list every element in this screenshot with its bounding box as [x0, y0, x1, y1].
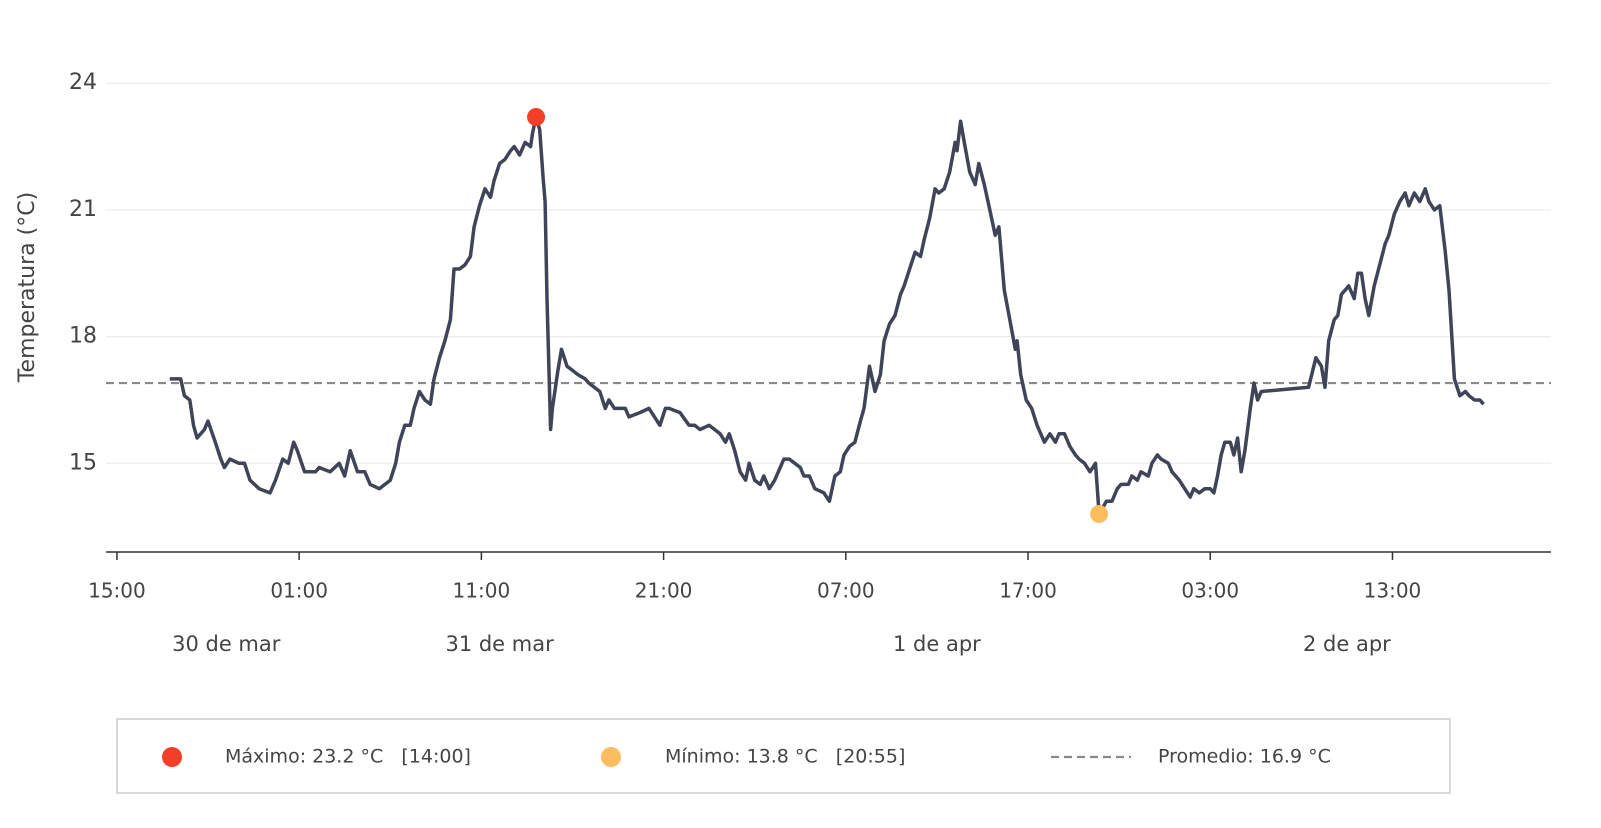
x-tick-label: 13:00 [1364, 579, 1422, 603]
date-label: 31 de mar [445, 632, 554, 656]
extreme-marker [1090, 504, 1109, 523]
legend-marker [162, 747, 182, 767]
date-label: 2 de apr [1303, 632, 1391, 656]
date-label: 1 de apr [893, 632, 981, 656]
y-tick-label: 24 [69, 70, 97, 95]
x-tick-label: 15:00 [88, 579, 146, 603]
legend-label: Mínimo: 13.8 °C [20:55] [665, 746, 905, 768]
legend-label: Promedio: 16.9 °C [1158, 746, 1331, 768]
x-tick-label: 11:00 [453, 579, 511, 603]
y-axis-label: Temperatura (°C) [15, 192, 40, 383]
legend-box [116, 718, 1451, 794]
x-tick-label: 21:00 [635, 579, 693, 603]
y-tick-label: 18 [69, 324, 97, 349]
x-tick-label: 07:00 [817, 579, 875, 603]
date-label: 30 de mar [172, 632, 281, 656]
y-tick-label: 15 [69, 450, 97, 475]
x-tick-label: 01:00 [270, 579, 328, 603]
x-tick-label: 03:00 [1181, 579, 1239, 603]
x-tick-label: 17:00 [999, 579, 1057, 603]
extreme-marker [527, 108, 546, 127]
legend-label: Máximo: 23.2 °C [14:00] [225, 746, 471, 768]
y-tick-label: 21 [69, 197, 97, 222]
legend-marker [601, 747, 621, 767]
temperature-line [169, 115, 1485, 516]
